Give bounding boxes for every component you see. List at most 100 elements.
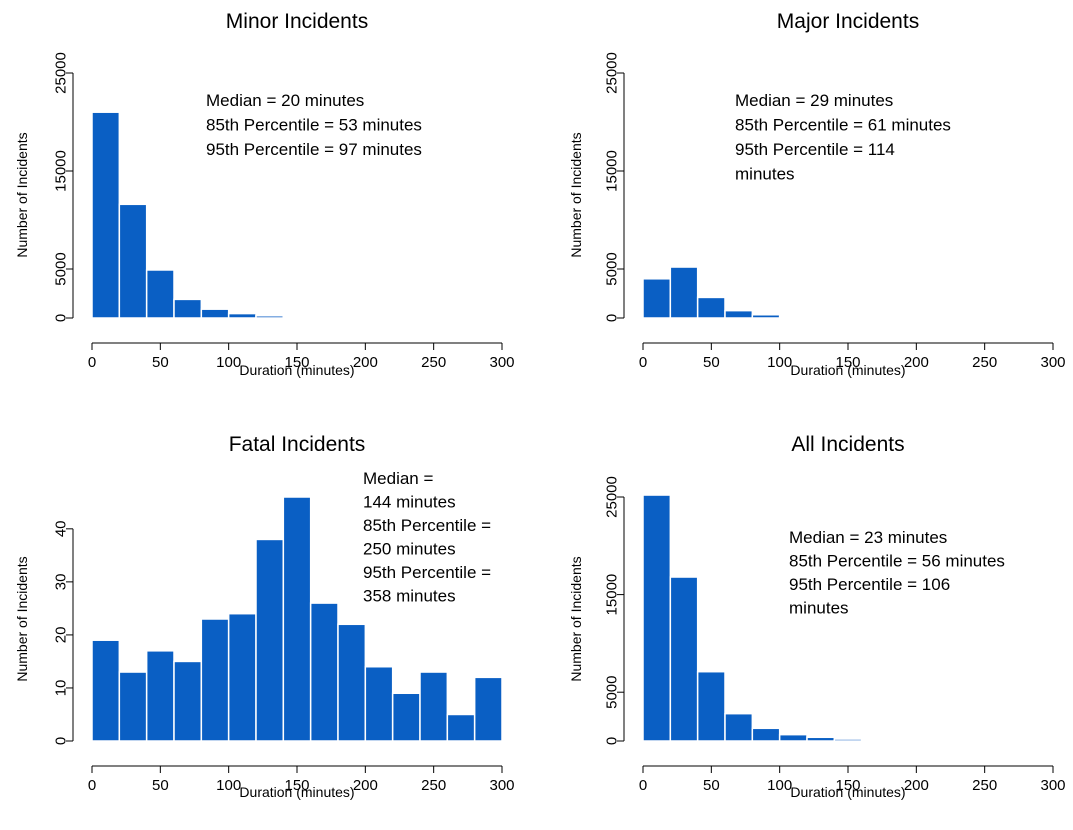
y-tick-label: 25000 xyxy=(53,52,70,94)
histogram-bar xyxy=(670,577,697,741)
x-tick-label: 100 xyxy=(767,777,792,794)
x-axis-label: Duration (minutes) xyxy=(790,784,905,800)
x-tick-label: 100 xyxy=(216,354,241,371)
x-tick-label: 200 xyxy=(353,777,378,794)
statistics-annotation-line: Median = 23 minutes xyxy=(789,528,947,547)
x-tick-label: 300 xyxy=(489,354,514,371)
y-tick-label: 5000 xyxy=(604,676,621,709)
statistics-annotation-line: 144 minutes xyxy=(363,493,456,512)
y-tick-label: 5000 xyxy=(53,252,70,285)
histogram-bar xyxy=(780,317,807,318)
histogram-bar xyxy=(698,672,725,741)
y-axis-label: Number of Incidents xyxy=(568,132,584,257)
histogram-bar xyxy=(201,309,228,318)
histogram-bar xyxy=(365,667,392,741)
statistics-annotation-line: Median = 29 minutes xyxy=(735,91,893,110)
histogram-bar xyxy=(311,603,338,741)
histogram-bar xyxy=(119,204,146,318)
histogram-bar xyxy=(420,672,447,741)
histogram-bar xyxy=(807,317,834,318)
x-tick-label: 300 xyxy=(489,777,514,794)
histogram-bar xyxy=(147,651,174,741)
statistics-annotation-line: minutes xyxy=(789,599,849,618)
y-tick-label: 0 xyxy=(604,314,621,322)
statistics-annotation-line: 95th Percentile = xyxy=(363,563,491,582)
x-tick-label: 0 xyxy=(639,777,647,794)
histogram-bar xyxy=(256,316,283,318)
statistics-annotation-line: 85th Percentile = 56 minutes xyxy=(789,552,1005,571)
histogram-bar xyxy=(92,640,119,741)
y-tick-label: 15000 xyxy=(53,150,70,192)
histogram-bar xyxy=(201,619,228,741)
statistics-annotation-line: 95th Percentile = 97 minutes xyxy=(206,140,422,159)
histogram-bar xyxy=(311,317,338,318)
x-tick-label: 50 xyxy=(703,777,720,794)
histogram-bar xyxy=(889,740,916,741)
histogram-bar xyxy=(752,315,779,318)
histogram-bar xyxy=(92,112,119,318)
histogram-bar xyxy=(283,317,310,318)
x-axis-label: Duration (minutes) xyxy=(239,784,354,800)
histogram-bar xyxy=(256,539,283,741)
histogram-bar xyxy=(229,614,256,741)
histogram-bar xyxy=(174,299,201,318)
x-axis-label: Duration (minutes) xyxy=(790,362,905,378)
chart-title: Major Incidents xyxy=(777,10,919,33)
statistics-annotation-line: 358 minutes xyxy=(363,587,456,606)
y-tick-label: 15000 xyxy=(604,150,621,192)
x-tick-label: 100 xyxy=(767,354,792,371)
x-tick-label: 200 xyxy=(904,777,929,794)
statistics-annotation-line: Median = 20 minutes xyxy=(206,91,364,110)
y-axis-label: Number of Incidents xyxy=(14,556,30,681)
x-tick-label: 200 xyxy=(353,354,378,371)
histogram-bar xyxy=(283,497,310,741)
histogram-bar xyxy=(338,624,365,741)
x-tick-label: 50 xyxy=(152,354,169,371)
statistics-annotation-line: 95th Percentile = 114 xyxy=(735,140,895,159)
histogram-bar xyxy=(643,279,670,318)
histogram-bar xyxy=(698,297,725,318)
histogram-bar xyxy=(752,728,779,741)
x-tick-label: 0 xyxy=(88,777,96,794)
statistics-annotation-line: 85th Percentile = 61 minutes xyxy=(735,116,951,135)
y-tick-label: 0 xyxy=(53,314,70,322)
histogram-bar xyxy=(643,495,670,741)
x-tick-label: 250 xyxy=(972,777,997,794)
x-tick-label: 100 xyxy=(216,777,241,794)
histogram-bar xyxy=(119,672,146,741)
y-tick-label: 5000 xyxy=(604,252,621,285)
y-tick-label: 30 xyxy=(53,574,70,591)
histogram-bar xyxy=(670,267,697,318)
histogram-bar xyxy=(780,735,807,741)
y-tick-label: 20 xyxy=(53,627,70,644)
histogram-bar xyxy=(447,714,474,741)
histogram-bar xyxy=(834,739,861,741)
histogram-bar xyxy=(475,677,502,741)
chart-title: Minor Incidents xyxy=(226,10,368,33)
histogram-bar xyxy=(807,737,834,741)
histogram-bar xyxy=(971,740,998,741)
histogram-bar xyxy=(725,311,752,318)
x-axis-label: Duration (minutes) xyxy=(239,362,354,378)
x-tick-label: 50 xyxy=(152,777,169,794)
x-tick-label: 250 xyxy=(421,354,446,371)
x-tick-label: 50 xyxy=(703,354,720,371)
histogram-bar xyxy=(862,740,889,741)
statistics-annotation-line: 95th Percentile = 106 xyxy=(789,575,950,594)
statistics-annotation-line: 85th Percentile = xyxy=(363,516,491,535)
statistics-annotation-line: Median = xyxy=(363,469,433,488)
x-tick-label: 300 xyxy=(1040,354,1065,371)
y-tick-label: 40 xyxy=(53,520,70,537)
histogram-bar xyxy=(229,314,256,318)
y-tick-label: 25000 xyxy=(604,476,621,518)
chart-title: Fatal Incidents xyxy=(229,433,366,456)
y-tick-label: 15000 xyxy=(604,574,621,616)
statistics-annotation-line: 85th Percentile = 53 minutes xyxy=(206,116,422,135)
x-tick-label: 250 xyxy=(972,354,997,371)
statistics-annotation-line: minutes xyxy=(735,165,795,184)
